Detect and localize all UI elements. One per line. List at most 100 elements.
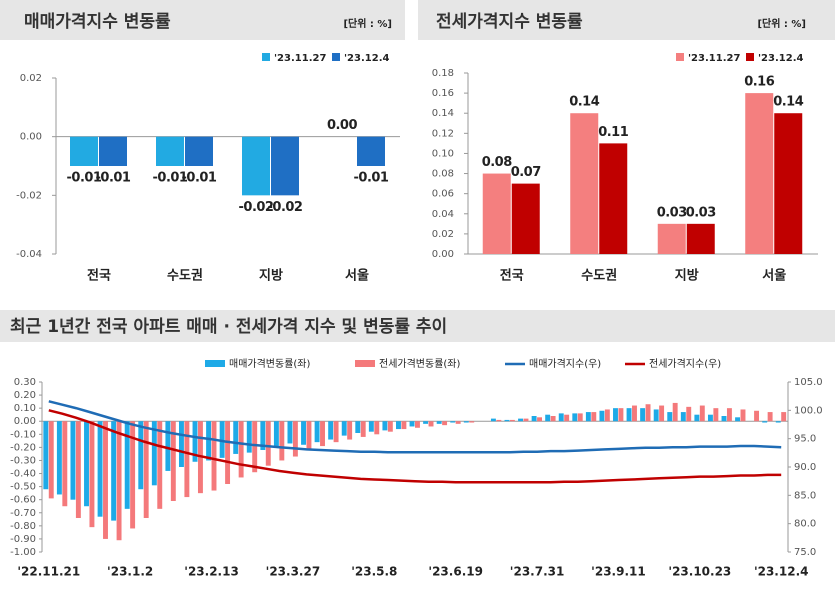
bar [496, 419, 502, 422]
value-label: 0.03 [657, 205, 688, 220]
bar [537, 417, 542, 422]
bar [450, 421, 456, 423]
bar [252, 421, 258, 473]
bar [70, 136, 98, 166]
bar [75, 421, 81, 518]
bar [781, 412, 787, 422]
x-tick-label: '23.10.23 [668, 565, 731, 579]
bar [157, 421, 163, 509]
bar [640, 408, 646, 422]
y2-tick-label: 95.0 [794, 434, 816, 445]
bar [667, 412, 673, 422]
y-tick-label: -0.10 [10, 429, 36, 440]
bar [455, 421, 461, 424]
bar [89, 421, 95, 528]
bar [626, 408, 632, 422]
bar [436, 421, 442, 424]
value-label: -0.02 [239, 200, 274, 215]
bar [442, 421, 448, 426]
y-tick-label: 0.00 [432, 249, 454, 260]
bar [531, 416, 537, 422]
bar [279, 421, 285, 461]
legend-label: 전세가격변동률(좌) [379, 357, 461, 370]
bar [271, 136, 299, 196]
bar [156, 136, 184, 166]
line [48, 409, 782, 484]
legend-label: 매매가격지수(우) [529, 357, 601, 370]
y-tick-label: 0.02 [432, 229, 454, 240]
bar [360, 421, 366, 437]
bar [707, 414, 713, 422]
bar [511, 183, 540, 254]
bar [409, 421, 415, 427]
bar [238, 421, 244, 478]
bar [653, 409, 659, 422]
bar [143, 421, 149, 518]
bar [138, 421, 144, 490]
bar [347, 421, 353, 440]
value-label: 0.11 [598, 125, 629, 140]
bar [306, 421, 312, 450]
bar [368, 421, 374, 432]
x-tick-label: '22.11.21 [17, 565, 80, 579]
value-label: 0.00 [327, 118, 358, 133]
bar [396, 421, 401, 430]
bar [211, 421, 217, 491]
y-tick-label: 0.10 [14, 403, 36, 414]
title-bar [418, 0, 835, 40]
bar [767, 412, 773, 422]
bar [686, 223, 715, 254]
bar [572, 413, 578, 422]
x-tick-label: 서울 [762, 268, 786, 284]
bar [518, 418, 524, 422]
x-tick-label: '23.6.19 [428, 565, 483, 579]
bar [659, 405, 665, 422]
bar [428, 421, 434, 427]
bar [558, 413, 564, 422]
unit-label: [단위 : %] [343, 17, 392, 30]
y-tick-label: -0.02 [16, 190, 42, 201]
bar [577, 413, 583, 422]
bar [355, 421, 361, 433]
legend-swatch [746, 53, 754, 61]
y-tick-label: 0.12 [432, 128, 454, 139]
legend-label: 매매가격변동률(좌) [229, 357, 311, 370]
y-tick-label: 0.10 [432, 148, 454, 159]
bar [509, 419, 515, 422]
bar [192, 421, 198, 462]
legend-swatch [332, 53, 340, 61]
legend-label: '23.12.4 [758, 53, 803, 64]
bar [333, 421, 339, 443]
bar [423, 421, 429, 424]
chart-title: 전세가격지수 변동률 [436, 12, 583, 32]
bar [657, 223, 686, 254]
bar [415, 421, 420, 428]
bar [301, 421, 306, 445]
bar [745, 93, 774, 254]
y-tick-label: -0.50 [10, 482, 36, 493]
title-bar [0, 0, 405, 40]
x-tick-label: '23.5.8 [351, 565, 397, 579]
legend-swatch [205, 360, 225, 367]
y-tick-label: -0.80 [10, 521, 36, 532]
bar [265, 421, 271, 466]
bar [314, 421, 320, 443]
bar [490, 418, 496, 422]
x-tick-label: '23.12.4 [754, 565, 809, 579]
line [48, 400, 782, 454]
legend-label: '23.11.27 [688, 53, 740, 64]
bar [604, 409, 610, 422]
bar [103, 421, 108, 539]
x-tick-label: 서울 [345, 268, 369, 284]
x-tick-label: '23.2.13 [184, 565, 239, 579]
x-tick-label: 수도권 [167, 269, 203, 284]
y-tick-label: -0.04 [16, 249, 42, 260]
legend-label: '23.11.27 [274, 53, 326, 64]
bar [645, 404, 651, 422]
bar [585, 412, 591, 422]
y-tick-label: -0.20 [10, 442, 36, 453]
bar [726, 408, 732, 422]
bar [775, 421, 781, 423]
legend-swatch [676, 53, 684, 61]
bar [170, 421, 176, 501]
